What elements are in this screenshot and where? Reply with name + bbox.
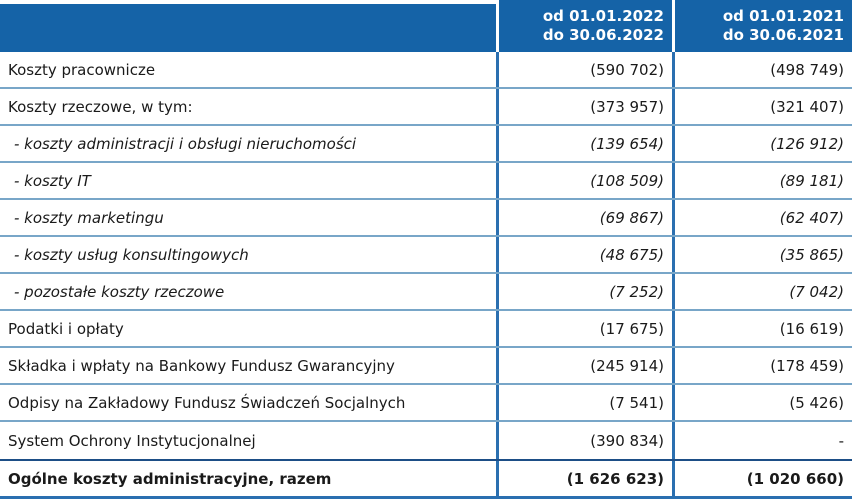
row-value-2022-cell: (245 914) [499, 348, 675, 383]
row-value-2021-cell: (7 042) [789, 282, 844, 301]
row-label-cell: Składka i wpłaty na Bankowy Fundusz Gwar… [0, 348, 499, 383]
row-label-cell: Koszty pracownicze [0, 52, 499, 87]
row-label-cell: Podatki i opłaty [0, 311, 499, 346]
row-value-2022-cell: (48 675) [499, 237, 675, 272]
row-label-cell: Odpisy na Zakładowy Fundusz Świadczeń So… [0, 385, 499, 420]
row-value-2022-cell: (373 957) [499, 89, 675, 124]
row-value-2021-cell: (16 619) [779, 319, 844, 338]
table-row: - pozostałe koszty rzeczowe (7 252) (7 0… [0, 274, 852, 311]
row-value-2022-cell: (1 626 623) [499, 461, 675, 496]
row-value-2021-cell: (35 865) [779, 245, 844, 264]
table-row: - koszty marketingu (69 867) (62 407) [0, 200, 852, 237]
row-value-2021-cell: - [838, 431, 844, 450]
table-row: Odpisy na Zakładowy Fundusz Świadczeń So… [0, 385, 852, 422]
table-row: System Ochrony Instytucjonalnej (390 834… [0, 422, 852, 459]
table-body: Koszty pracownicze (590 702) (498 749) K… [0, 52, 852, 499]
row-label-cell: - koszty marketingu [0, 200, 499, 235]
row-value-2022-cell: (108 509) [499, 163, 675, 198]
row-value-2022-cell: (17 675) [499, 311, 675, 346]
row-value-2022-cell: (69 867) [499, 200, 675, 235]
table-row: - koszty IT (108 509) (89 181) [0, 163, 852, 200]
header-period-2021: od 01.01.2021 do 30.06.2021 [675, 0, 852, 52]
row-value-2022-cell: (7 541) [499, 385, 675, 420]
row-value-2022-cell: (139 654) [499, 126, 675, 161]
row-value-2022-cell: (390 834) [499, 422, 675, 459]
row-label-cell: - koszty IT [0, 163, 499, 198]
row-value-2021-cell: (89 181) [779, 171, 844, 190]
header-period-2022: od 01.01.2022 do 30.06.2022 [499, 0, 675, 52]
row-value-2022-cell: (590 702) [499, 52, 675, 87]
table-row: Koszty rzeczowe, w tym: (373 957) (321 4… [0, 89, 852, 126]
row-value-2022-cell: (7 252) [499, 274, 675, 309]
row-value-2021-cell: (62 407) [779, 208, 844, 227]
row-label-cell: - pozostałe koszty rzeczowe [0, 274, 499, 309]
table-row: - koszty usług konsultingowych (48 675) … [0, 237, 852, 274]
row-value-2021-cell: (5 426) [789, 393, 844, 412]
row-label-cell: System Ochrony Instytucjonalnej [0, 422, 499, 459]
table-header-row: od 01.01.2022 do 30.06.2022 od 01.01.202… [0, 0, 852, 52]
row-value-2021-cell: (178 459) [770, 356, 844, 375]
row-label-cell: - koszty usług konsultingowych [0, 237, 499, 272]
row-value-2021-cell: (1 020 660) [746, 469, 844, 488]
row-label-cell: - koszty administracji i obsługi nieruch… [0, 126, 499, 161]
table-row: - koszty administracji i obsługi nieruch… [0, 126, 852, 163]
table-row: Koszty pracownicze (590 702) (498 749) [0, 52, 852, 89]
row-label-cell: Koszty rzeczowe, w tym: [0, 89, 499, 124]
row-label-cell: Ogólne koszty administracyjne, razem [0, 461, 499, 496]
header-empty-cell [0, 4, 499, 52]
table-row: Podatki i opłaty (17 675) (16 619) [0, 311, 852, 348]
row-value-2021-cell: (321 407) [770, 97, 844, 116]
table-row: Ogólne koszty administracyjne, razem (1 … [0, 459, 852, 499]
row-value-2021-cell: (126 912) [770, 134, 844, 153]
table-row: Składka i wpłaty na Bankowy Fundusz Gwar… [0, 348, 852, 385]
row-value-2021-cell: (498 749) [770, 60, 844, 79]
